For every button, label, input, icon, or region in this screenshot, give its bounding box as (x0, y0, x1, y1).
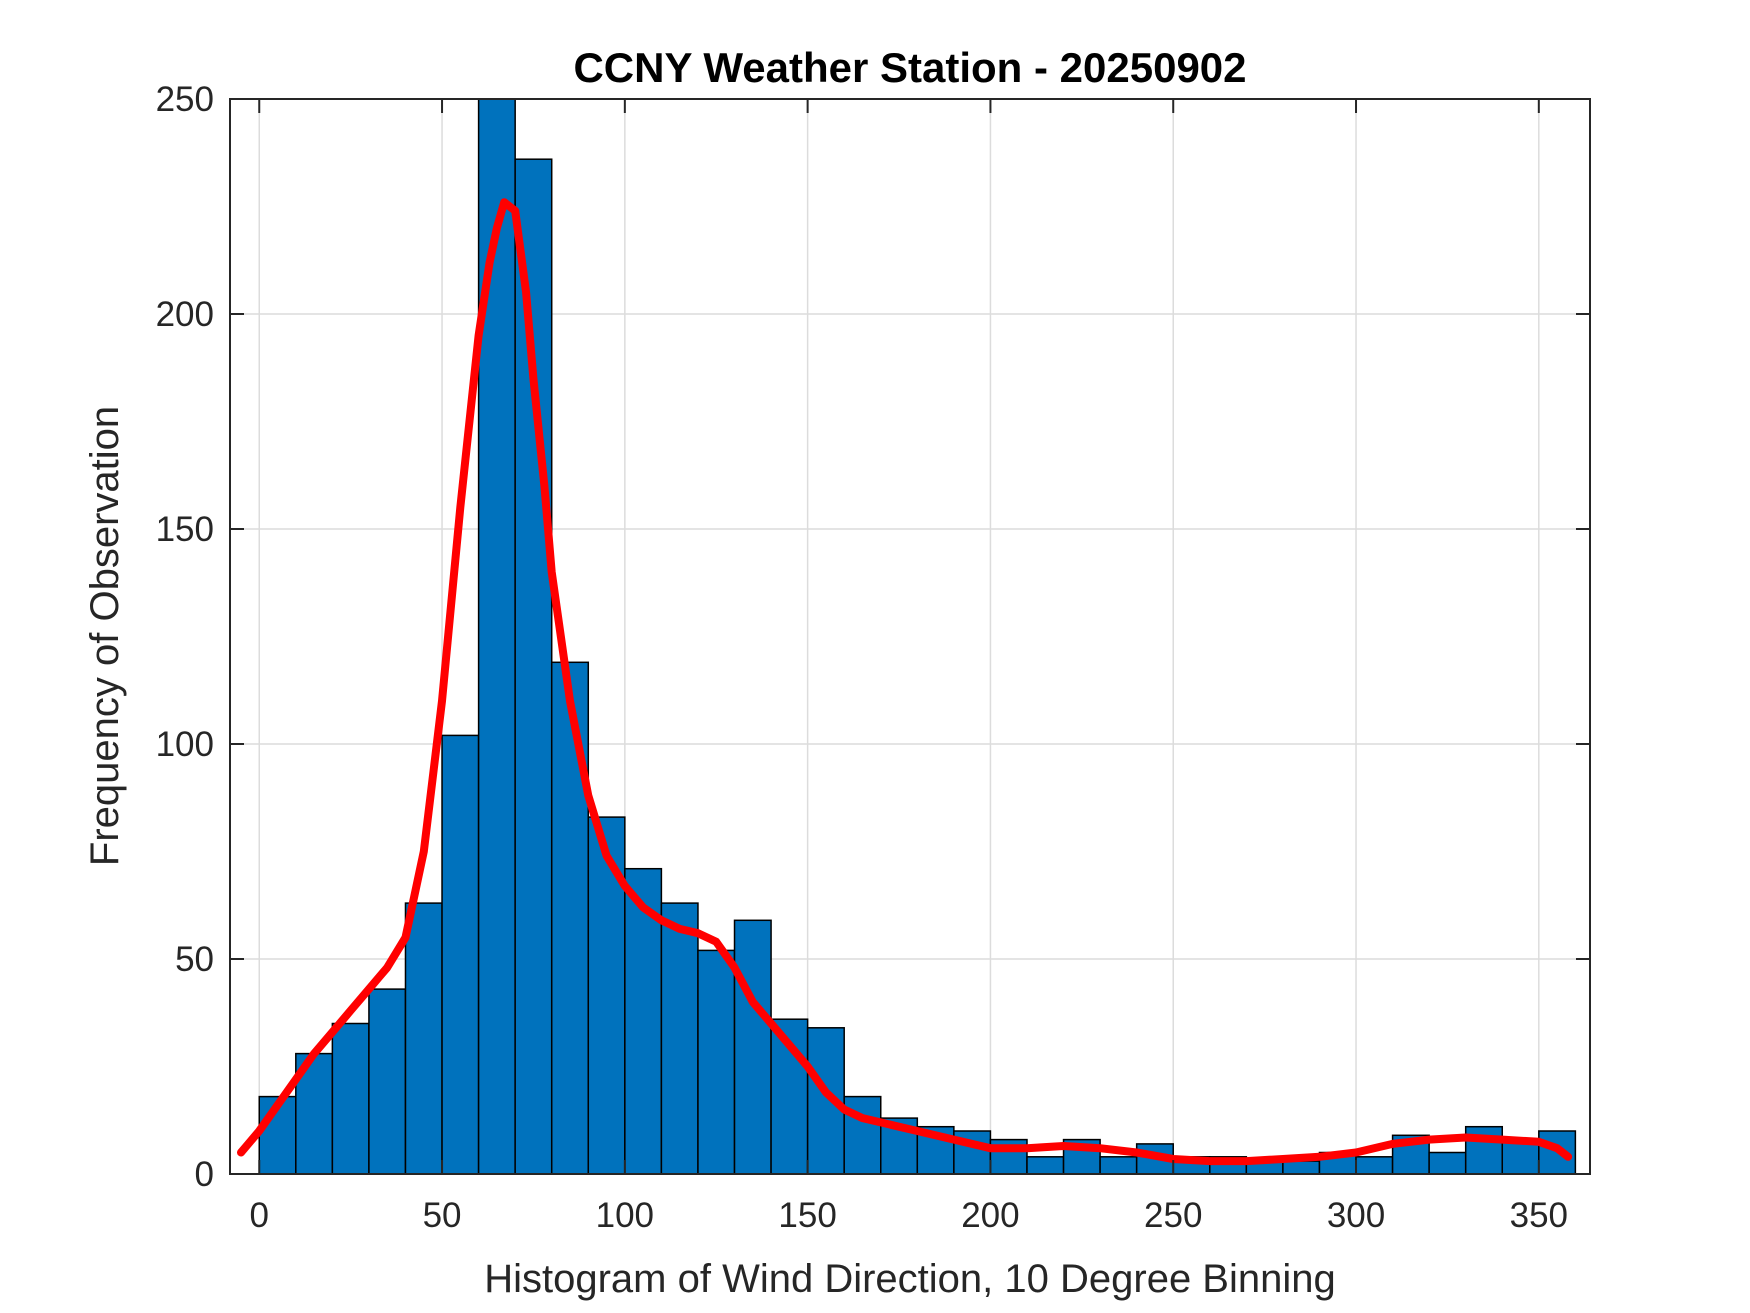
grid-lines (230, 98, 1590, 1175)
plot-area-border (229, 98, 1591, 1175)
smoothed-fit-line (237, 198, 1573, 1166)
histogram-bar (477, 98, 516, 1175)
y-tick-label: 200 (156, 295, 214, 334)
x-tick-label: 350 (1510, 1196, 1568, 1235)
x-tick-label: 0 (250, 1196, 269, 1235)
histogram-bar (1099, 1156, 1138, 1175)
x-tick-label: 300 (1327, 1196, 1385, 1235)
y-tick-label: 100 (156, 725, 214, 764)
histogram-bar (514, 158, 553, 1175)
histogram-bar (1282, 1160, 1321, 1175)
x-axis-label: Histogram of Wind Direction, 10 Degree B… (484, 1257, 1336, 1301)
histogram-bar (404, 902, 443, 1175)
histogram-bar (733, 919, 772, 1175)
histogram-bar (1464, 1125, 1504, 1175)
y-tick-labels: 0 50 100 150 200 250 (156, 80, 214, 1194)
histogram-bar (1026, 1156, 1065, 1175)
x-tick-label: 150 (778, 1196, 836, 1235)
histogram-bar (1538, 1130, 1577, 1175)
y-tick-label: 250 (156, 80, 214, 119)
histogram-bar (697, 949, 736, 1175)
histogram-bar (660, 902, 699, 1175)
x-tick-label: 50 (423, 1196, 462, 1235)
histogram-bar (1355, 1156, 1394, 1175)
x-tick-label: 250 (1144, 1196, 1202, 1235)
chart-title: CCNY Weather Station - 20250902 (573, 44, 1246, 91)
histogram-bar (368, 988, 407, 1175)
histogram-bar (331, 1022, 370, 1175)
x-tick-labels: 0 50 100 150 200 250 300 350 (250, 1196, 1569, 1235)
histogram-bar (550, 661, 590, 1175)
histogram-bar (441, 734, 480, 1175)
histogram-bar (1428, 1151, 1467, 1175)
fit-lines (237, 198, 1573, 1166)
axis-ticks (230, 98, 1590, 1175)
y-tick-label: 0 (195, 1155, 214, 1194)
y-tick-label: 50 (175, 940, 214, 979)
y-axis-label: Frequency of Observation (83, 406, 127, 866)
histogram-bars (258, 98, 1577, 1175)
x-tick-label: 100 (596, 1196, 654, 1235)
y-tick-label: 150 (156, 510, 214, 549)
x-tick-label: 200 (961, 1196, 1019, 1235)
